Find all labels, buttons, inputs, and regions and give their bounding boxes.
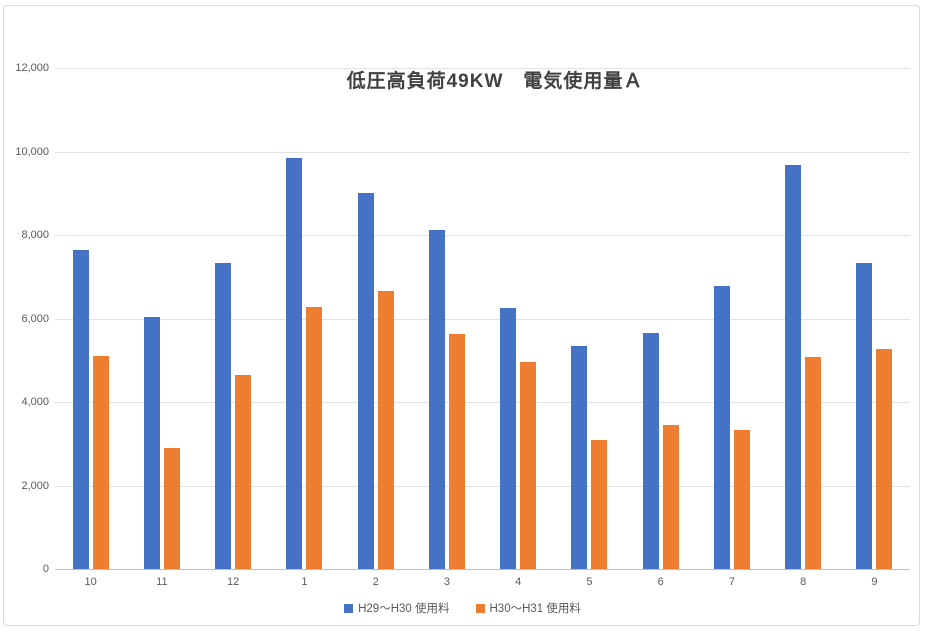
x-axis-tick-label: 3 <box>443 576 450 588</box>
bar-series2-month-9 <box>876 349 892 569</box>
bar-series1-month-3 <box>429 230 445 569</box>
gridline <box>55 485 910 487</box>
gridline <box>55 235 910 236</box>
bar-series2-month-4 <box>520 362 536 569</box>
bar-series1-month-12 <box>215 263 231 569</box>
y-axis-tick-label: 2,000 <box>21 479 49 492</box>
bar-series1-month-10 <box>73 250 89 569</box>
legend-item-series1: H29〜H30 使用料 <box>344 600 450 616</box>
x-axis-tick-label: 7 <box>728 576 735 588</box>
x-axis-tick-label: 8 <box>800 576 807 588</box>
legend-label: H29〜H30 使用料 <box>358 603 450 615</box>
bar-series2-month-3 <box>449 334 465 569</box>
bar-series2-month-2 <box>378 291 394 569</box>
bar-series1-month-8 <box>785 165 801 569</box>
x-axis-tick-label: 2 <box>372 576 379 588</box>
y-axis-tick-label: 8,000 <box>21 229 49 241</box>
bar-series1-month-11 <box>144 317 160 569</box>
x-axis-tick-label: 9 <box>871 576 878 588</box>
y-axis-tick-label: 4,000 <box>21 396 49 408</box>
legend-swatch-icon <box>475 603 485 613</box>
gridline <box>55 68 910 69</box>
bar-series2-month-8 <box>805 357 821 569</box>
legend-swatch-icon <box>344 603 354 613</box>
plot-area <box>55 68 910 570</box>
bar-series2-month-5 <box>591 440 607 569</box>
gridline <box>55 318 910 320</box>
bar-series1-month-2 <box>358 193 374 569</box>
y-axis-tick-label: 12,000 <box>15 62 49 74</box>
bar-series2-month-11 <box>164 448 180 569</box>
bar-series2-month-10 <box>93 356 109 569</box>
x-axis-tick-label: 1 <box>301 576 308 588</box>
bar-series1-month-7 <box>714 286 730 569</box>
x-axis-line <box>55 569 910 570</box>
legend-label: H30〜H31 使用料 <box>489 603 581 615</box>
x-axis-tick-label: 10 <box>84 576 97 588</box>
y-axis-tick-label: 0 <box>42 563 49 575</box>
x-axis-tick-label: 4 <box>515 576 522 588</box>
x-axis-tick-label: 12 <box>227 576 240 588</box>
legend-item-series2: H30〜H31 使用料 <box>475 600 581 616</box>
y-axis-tick-label: 10,000 <box>15 145 49 158</box>
bar-series1-month-4 <box>500 308 516 569</box>
gridline <box>55 402 910 403</box>
bar-series1-month-5 <box>571 346 587 569</box>
bar-series2-month-7 <box>734 430 750 569</box>
x-axis-tick-label: 6 <box>657 576 664 588</box>
chart-title: 低圧高負荷49KW 電気使用量Ａ <box>346 71 644 92</box>
bar-series1-month-6 <box>643 333 659 569</box>
chart-legend: H29〜H30 使用料 H30〜H31 使用料 <box>0 600 925 616</box>
y-axis-tick-label: 6,000 <box>21 312 49 325</box>
bar-series1-month-1 <box>286 158 302 569</box>
bar-series2-month-6 <box>663 425 679 569</box>
gridline <box>55 151 910 153</box>
x-axis-tick-label: 5 <box>586 576 593 588</box>
bar-series2-month-12 <box>235 375 251 569</box>
x-axis-tick-label: 11 <box>156 576 168 588</box>
bar-series2-month-1 <box>306 307 322 569</box>
bar-series1-month-9 <box>856 263 872 569</box>
